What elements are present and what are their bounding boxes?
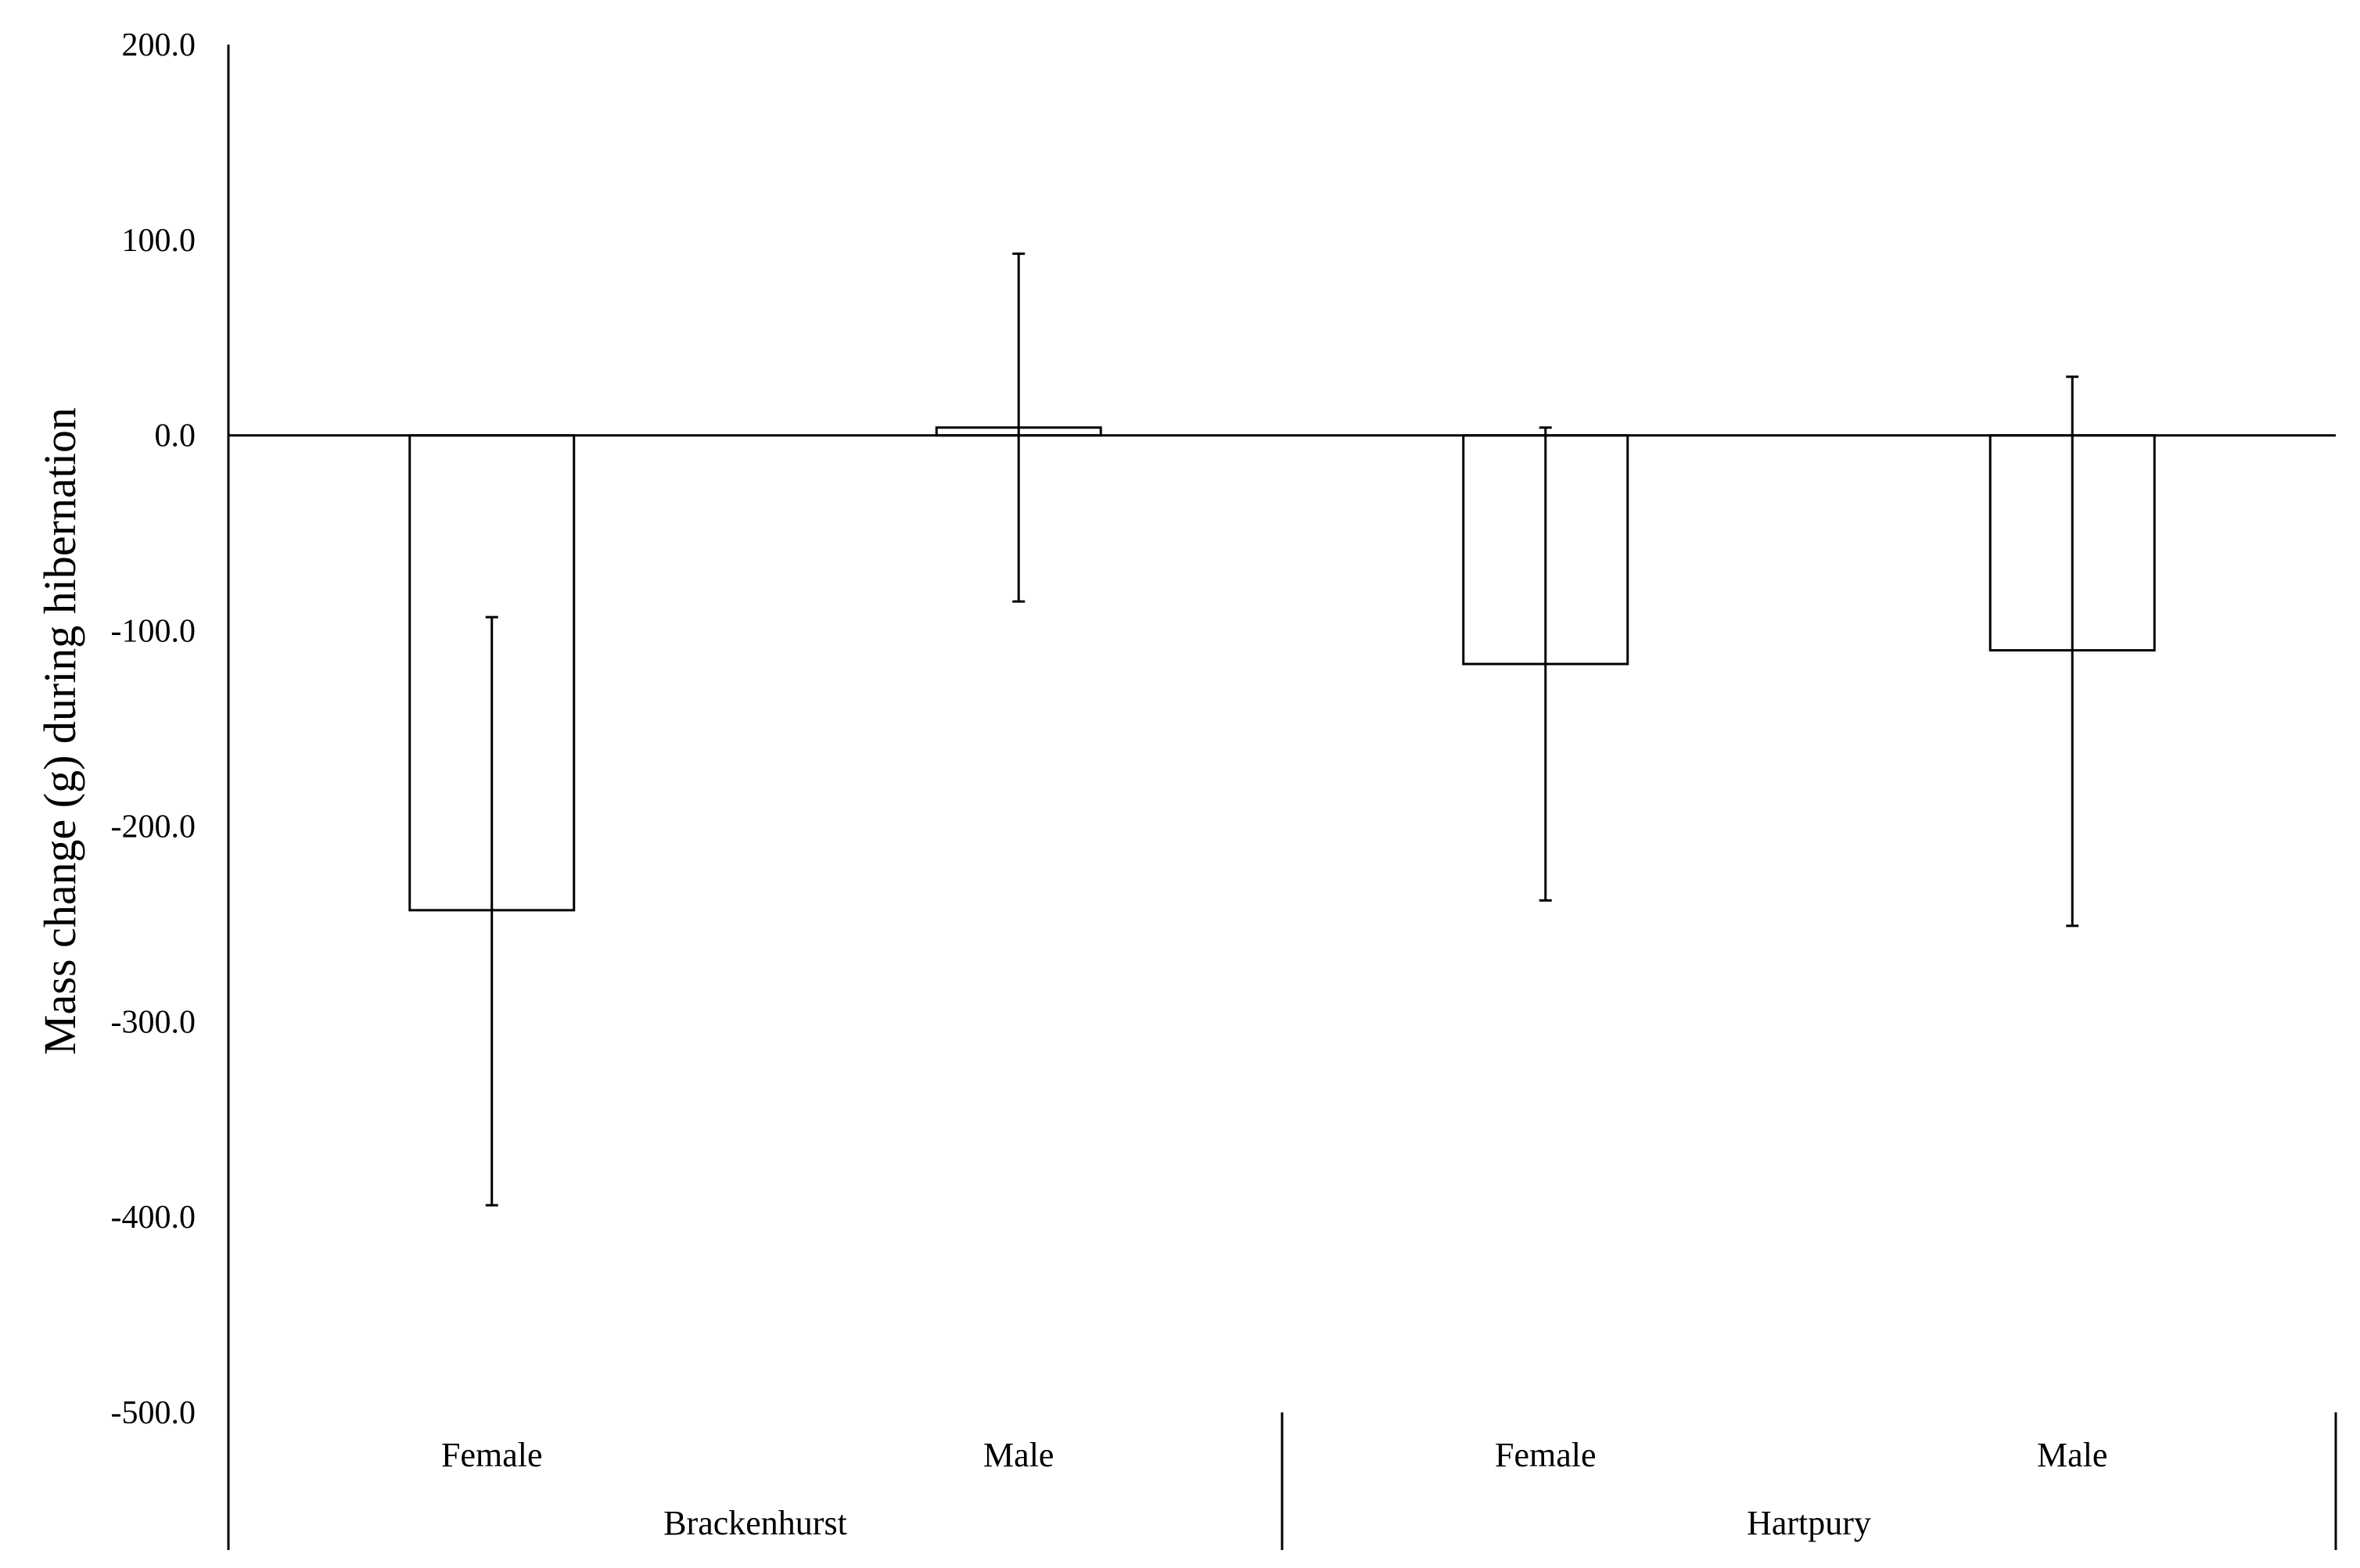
y-tick-label: -200.0 [111, 809, 196, 845]
y-tick-label: -400.0 [111, 1200, 196, 1236]
error-bar [2066, 375, 2079, 928]
category-label: Female [441, 1436, 543, 1474]
bars-layer [408, 426, 2156, 912]
group-label: Brackenhurst [663, 1504, 847, 1542]
y-tick-label: 0.0 [155, 418, 196, 454]
category-label: Female [1495, 1436, 1597, 1474]
y-tick-label: -100.0 [111, 614, 196, 650]
error-bar [1539, 426, 1552, 902]
group-label: Hartpury [1747, 1504, 1871, 1542]
error-bars-layer [485, 252, 2079, 1207]
y-axis-title: Mass change (g) during hibernation [34, 407, 85, 1055]
error-bar [1012, 252, 1026, 603]
category-label: Male [983, 1436, 1054, 1474]
y-tick-label: -500.0 [111, 1395, 196, 1431]
axes-layer [227, 45, 2337, 1550]
error-bar [485, 615, 498, 1207]
category-label: Male [2037, 1436, 2107, 1474]
y-tick-label: 200.0 [122, 27, 196, 63]
y-tick-label: -300.0 [111, 1004, 196, 1040]
labels-layer: 200.0 100.0 0.0 -100.0 -200.0 -300.0 -400.0 -50… [111, 27, 2108, 1542]
y-tick-label: 100.0 [122, 223, 196, 259]
